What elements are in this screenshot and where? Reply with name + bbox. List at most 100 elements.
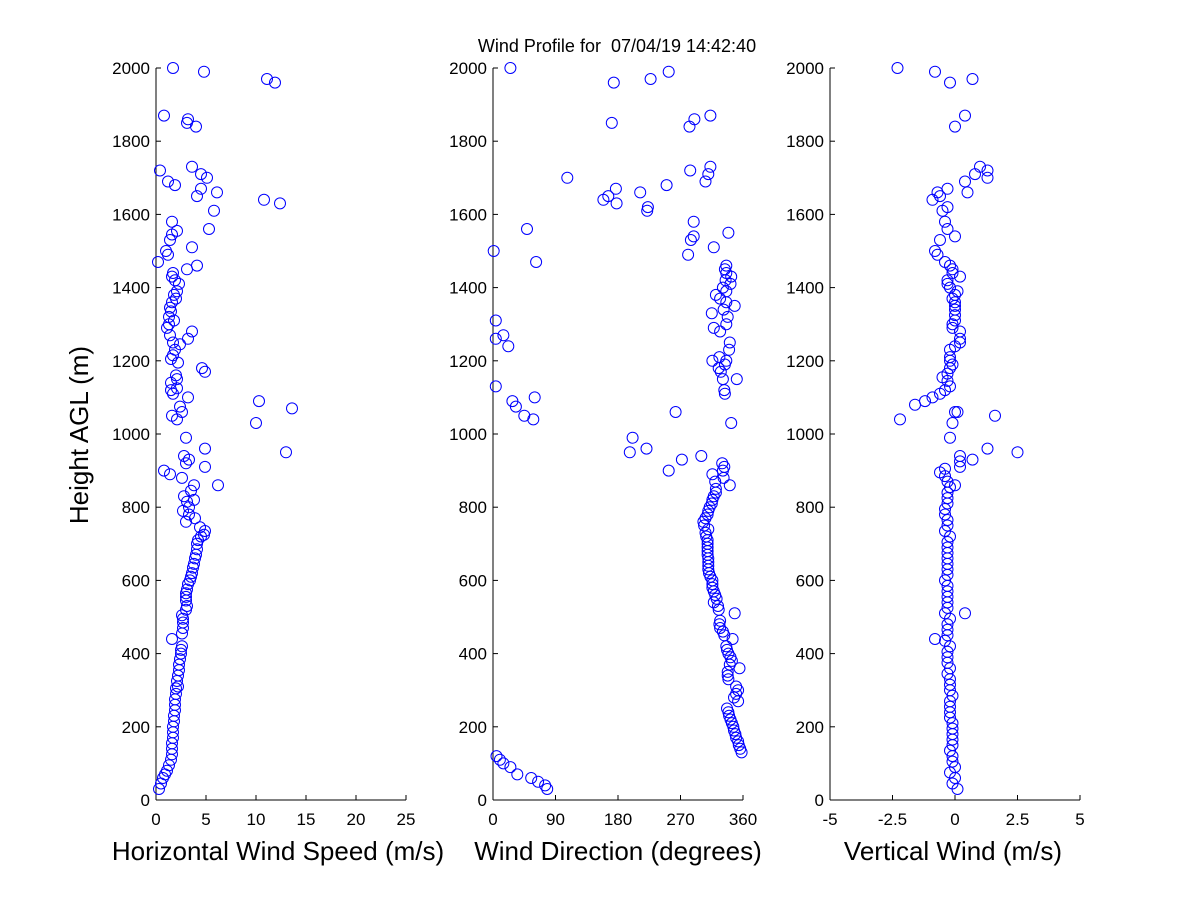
data-point (684, 234, 697, 246)
data-point (941, 514, 954, 526)
data-point (941, 541, 954, 554)
x-tick-label: 5 (1075, 810, 1084, 829)
data-point (541, 783, 554, 795)
data-point (174, 400, 186, 413)
data-point (946, 321, 959, 334)
data-point (176, 471, 188, 484)
data-point (959, 175, 971, 188)
data-point (946, 777, 959, 790)
data-point (966, 453, 979, 466)
data-point (196, 362, 208, 375)
data-point (728, 607, 741, 620)
y-tick-label: 600 (122, 571, 150, 590)
data-point (610, 197, 623, 210)
data-point (258, 193, 270, 206)
data-point (891, 62, 904, 74)
x-axis-label: Vertical Wind (m/s) (844, 836, 1062, 866)
data-point (195, 182, 207, 195)
data-point (489, 332, 502, 345)
data-point (944, 431, 956, 444)
data-point (941, 201, 954, 214)
data-point (732, 739, 745, 752)
x-tick-label: 5 (201, 810, 210, 829)
data-point (609, 182, 622, 195)
data-point (721, 643, 733, 656)
data-point (183, 508, 195, 521)
data-point (707, 490, 720, 503)
data-point (511, 768, 524, 781)
data-point (186, 325, 198, 338)
data-point (487, 245, 500, 257)
data-point (521, 223, 533, 235)
data-point (182, 113, 194, 126)
data-point (170, 687, 182, 700)
panel-direction: 0 200 400 600 800 1000 1200 1400 1600 1800 2000 0 90… (449, 59, 762, 866)
data-point (169, 179, 181, 192)
data-point (951, 406, 964, 418)
data-point (954, 450, 966, 462)
data-point (959, 607, 971, 620)
y-tick-label: 400 (122, 645, 150, 664)
data-point (941, 475, 954, 488)
data-point (934, 190, 946, 203)
data-point (720, 354, 733, 367)
data-point (154, 164, 166, 177)
data-point (164, 301, 176, 314)
data-point (713, 351, 726, 364)
data-point (949, 309, 961, 322)
data-point (623, 446, 636, 459)
data-point (175, 647, 187, 660)
y-tick-label: 1400 (786, 279, 824, 298)
data-point (714, 292, 727, 305)
y-tick-label: 1000 (449, 425, 487, 444)
data-point (722, 226, 735, 239)
data-point (730, 731, 743, 744)
data-point (497, 757, 510, 770)
data-point (944, 380, 956, 393)
data-point (182, 391, 194, 404)
data-point (941, 277, 954, 290)
data-point (946, 417, 959, 429)
data-point (161, 764, 173, 777)
data-point (662, 464, 675, 477)
data-point (949, 479, 961, 492)
data-point (605, 116, 618, 129)
data-point (1011, 446, 1024, 459)
data-point (931, 248, 944, 261)
data-point (946, 263, 959, 276)
data-point (713, 618, 726, 631)
data-point (160, 245, 172, 257)
data-point (944, 351, 956, 364)
x-tick-label: 90 (546, 810, 565, 829)
data-point (944, 744, 956, 757)
data-point (174, 653, 186, 666)
data-point (709, 482, 722, 495)
y-tick-label: 1000 (112, 425, 150, 444)
data-point (723, 336, 736, 349)
data-point (718, 387, 731, 400)
data-point (949, 406, 961, 418)
data-point (721, 702, 733, 715)
data-point (165, 384, 177, 397)
data-point (158, 109, 170, 122)
data-point (167, 349, 179, 362)
chart-title: Wind Profile for 07/04/19 14:42:40 (478, 36, 756, 56)
data-point (723, 343, 736, 356)
y-tick-label: 0 (141, 791, 150, 810)
data-point (939, 256, 951, 268)
y-tick-label: 1800 (449, 132, 487, 151)
data-point (939, 525, 951, 537)
data-point (698, 519, 711, 532)
y-tick-label: 1600 (786, 205, 824, 224)
data-point (532, 775, 545, 788)
data-point (191, 259, 203, 272)
data-point (723, 709, 736, 722)
x-tick-label: 0 (950, 810, 959, 829)
data-point (721, 665, 734, 678)
data-point (954, 332, 966, 345)
data-point (939, 634, 951, 647)
y-tick-label: 1600 (449, 205, 487, 224)
data-point (981, 442, 994, 455)
data-point (706, 468, 719, 481)
